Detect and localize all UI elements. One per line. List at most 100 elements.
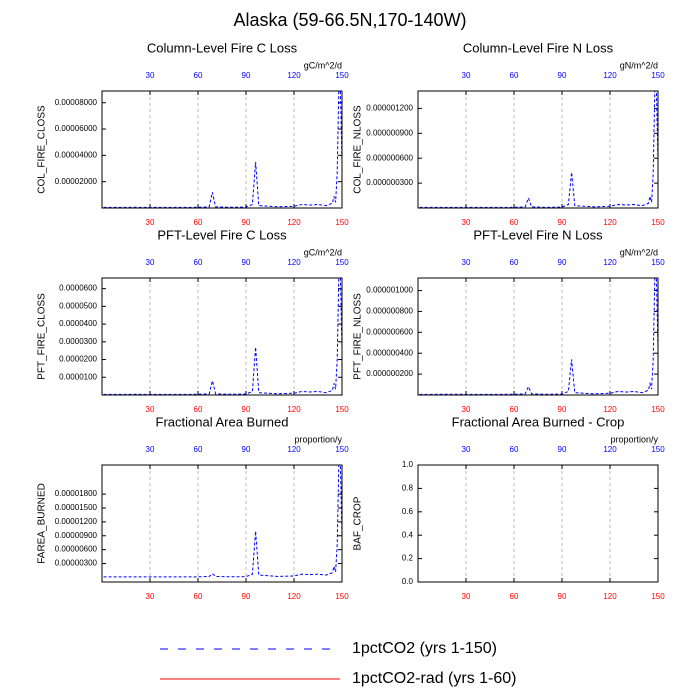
units-label: proportion/y — [294, 434, 342, 444]
x2-tick-label: 60 — [194, 445, 203, 454]
y-tick-label: 0.0 — [402, 577, 414, 586]
x2-tick-label: 60 — [510, 445, 519, 454]
y-tick-label: 0.000000800 — [366, 307, 413, 316]
x-tick-label: 30 — [146, 592, 155, 601]
series-line — [419, 278, 658, 395]
x2-tick-label: 60 — [510, 71, 519, 80]
y-tick-label: 0.6 — [402, 507, 414, 516]
x2-tick-label: 60 — [510, 258, 519, 267]
x2-tick-label: 150 — [651, 445, 665, 454]
x2-tick-label: 60 — [194, 258, 203, 267]
plot-frame — [417, 277, 659, 396]
x-tick-label: 90 — [558, 405, 567, 414]
x2-tick-label: 120 — [287, 258, 301, 267]
panel: PFT-Level Fire N Loss gN/m^2/d PFT_FIRE_NL… — [353, 227, 666, 414]
panel: Fractional Area Burned - Crop proportion/… — [353, 414, 666, 601]
x2-tick-label: 30 — [146, 445, 155, 454]
panel: Column-Level Fire N Loss gN/m^2/d COL_FIRE… — [353, 40, 666, 227]
series-line — [419, 91, 658, 208]
units-label: gC/m^2/d — [304, 60, 342, 70]
x-tick-label: 120 — [287, 405, 301, 414]
x2-tick-label: 120 — [603, 71, 617, 80]
x2-tick-label: 150 — [335, 445, 349, 454]
plot-frame — [101, 464, 343, 583]
series-line — [103, 91, 342, 208]
x-tick-label: 120 — [603, 592, 617, 601]
plot-frame — [101, 90, 343, 209]
panel-title: PFT-Level Fire C Loss — [157, 227, 287, 242]
x-tick-label: 60 — [510, 218, 519, 227]
panel-title: PFT-Level Fire N Loss — [473, 227, 603, 242]
y-tick-label: 0.000000600 — [366, 327, 413, 336]
y-tick-label: 0.4 — [402, 530, 414, 539]
y-tick-label: 0.00002000 — [55, 177, 98, 186]
x-tick-label: 150 — [651, 592, 665, 601]
plot-frame — [417, 90, 659, 209]
x2-tick-label: 150 — [335, 258, 349, 267]
series-line — [103, 278, 342, 395]
x-tick-label: 30 — [462, 405, 471, 414]
x-tick-label: 90 — [558, 218, 567, 227]
x2-tick-label: 120 — [603, 445, 617, 454]
y-tick-label: 0.00000900 — [55, 531, 98, 540]
y-tick-label: 0.00008000 — [55, 98, 98, 107]
y-tick-label: 0.00004000 — [55, 150, 98, 159]
panel: Fractional Area Burned proportion/y FAREA_… — [37, 414, 350, 601]
x-tick-label: 120 — [603, 218, 617, 227]
x2-tick-label: 120 — [287, 71, 301, 80]
series-line — [103, 465, 342, 578]
panel: Column-Level Fire C Loss gC/m^2/d COL_FIRE… — [37, 40, 350, 227]
x2-tick-label: 120 — [603, 258, 617, 267]
x-tick-label: 30 — [146, 218, 155, 227]
y-tick-label: 0.000001000 — [366, 286, 413, 295]
x2-tick-label: 120 — [287, 445, 301, 454]
y-tick-label: 0.2 — [402, 554, 414, 563]
x2-tick-label: 90 — [242, 445, 251, 454]
panel-title: Fractional Area Burned — [156, 414, 289, 429]
x-tick-label: 90 — [242, 405, 251, 414]
x2-tick-label: 90 — [242, 258, 251, 267]
panel-title: Fractional Area Burned - Crop — [452, 414, 625, 429]
x2-tick-label: 30 — [146, 71, 155, 80]
x2-tick-label: 30 — [146, 258, 155, 267]
x2-tick-label: 90 — [558, 71, 567, 80]
x-tick-label: 60 — [194, 592, 203, 601]
y-tick-label: 0.00001500 — [55, 503, 98, 512]
plot-frame — [417, 464, 659, 583]
y-tick-label: 0.0000600 — [59, 284, 97, 293]
y-tick-label: 0.000000600 — [366, 153, 413, 162]
y-tick-label: 0.0000500 — [59, 301, 97, 310]
x-tick-label: 30 — [146, 405, 155, 414]
x-tick-label: 90 — [558, 592, 567, 601]
units-label: gN/m^2/d — [620, 60, 658, 70]
panel-title: Column-Level Fire C Loss — [147, 40, 298, 55]
y-axis-label: PFT_FIRE_CLOSS — [37, 293, 48, 380]
y-axis-label: BAF_CROP — [353, 496, 364, 550]
x-tick-label: 150 — [651, 405, 665, 414]
x-tick-label: 60 — [194, 405, 203, 414]
legend-label: 1pctCO2 (yrs 1-150) — [352, 640, 497, 657]
y-tick-label: 0.0000300 — [59, 337, 97, 346]
x-tick-label: 90 — [242, 218, 251, 227]
y-axis-label: COL_FIRE_CLOSS — [37, 105, 48, 194]
y-tick-label: 1.0 — [402, 460, 414, 469]
y-tick-label: 0.0000100 — [59, 372, 97, 381]
y-tick-label: 0.0000200 — [59, 355, 97, 364]
x-tick-label: 120 — [287, 592, 301, 601]
x-tick-label: 150 — [335, 405, 349, 414]
y-tick-label: 0.00001800 — [55, 489, 98, 498]
x2-tick-label: 150 — [335, 71, 349, 80]
x2-tick-label: 60 — [194, 71, 203, 80]
y-axis-label: FAREA_BURNED — [37, 483, 48, 564]
y-tick-label: 0.000000900 — [366, 128, 413, 137]
units-label: gN/m^2/d — [620, 247, 658, 257]
x-tick-label: 30 — [462, 218, 471, 227]
y-axis-label: COL_FIRE_NLOSS — [353, 105, 364, 194]
y-tick-label: 0.00000600 — [55, 545, 98, 554]
panel: PFT-Level Fire C Loss gC/m^2/d PFT_FIRE_CL… — [37, 227, 350, 414]
x2-tick-label: 30 — [462, 71, 471, 80]
y-tick-label: 0.00000300 — [55, 559, 98, 568]
y-tick-label: 0.0000400 — [59, 319, 97, 328]
x2-tick-label: 90 — [558, 445, 567, 454]
